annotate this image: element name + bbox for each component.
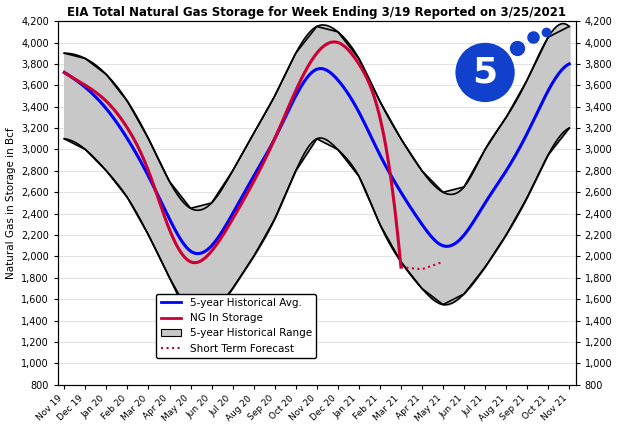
Y-axis label: Natural Gas in Storage in Bcf: Natural Gas in Storage in Bcf <box>6 127 15 279</box>
Legend: 5-year Historical Avg., NG In Storage, 5-year Historical Range, Short Term Forec: 5-year Historical Avg., NG In Storage, 5… <box>156 294 316 358</box>
Title: EIA Total Natural Gas Storage for Week Ending 3/19 Reported on 3/25/2021: EIA Total Natural Gas Storage for Week E… <box>67 6 566 18</box>
Text: 5: 5 <box>473 55 497 90</box>
